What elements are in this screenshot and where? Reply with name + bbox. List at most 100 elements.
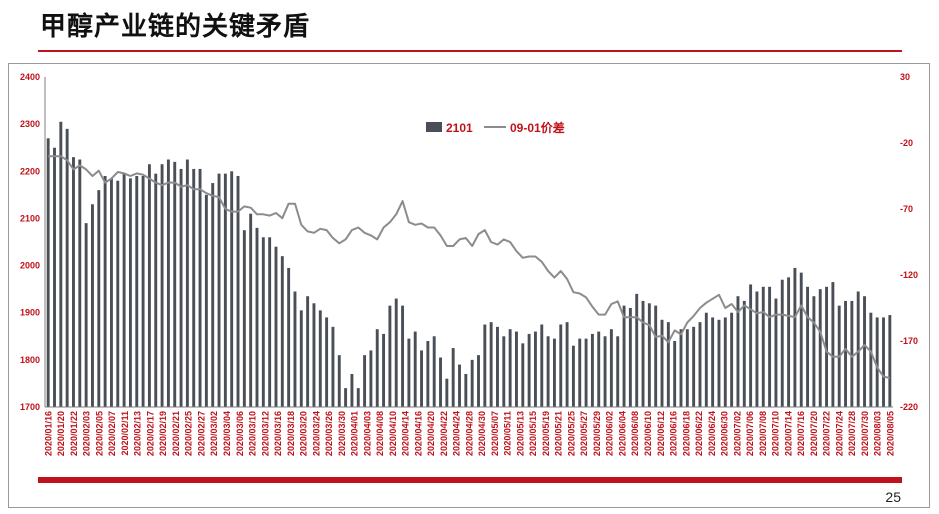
- bar-2101: [628, 308, 632, 407]
- legend-swatch-2101: [426, 122, 442, 132]
- bar-2101: [160, 164, 164, 407]
- x-tick-label: 2020/04/24: [452, 411, 462, 456]
- bar-2101: [388, 305, 392, 407]
- x-tick-label: 2020/03/10: [247, 411, 257, 456]
- y-left-tick-label: 2000: [20, 261, 40, 271]
- bar-2101: [141, 176, 145, 407]
- y-right-ticks: -220 -170 -120 -70 -20 30: [900, 72, 918, 412]
- bar-2101: [426, 341, 430, 407]
- bar-2101: [147, 164, 151, 407]
- bar-2101: [831, 282, 835, 407]
- x-tick-label: 2020/06/24: [707, 411, 717, 456]
- bar-2101: [128, 178, 132, 407]
- x-tick-label: 2020/06/10: [643, 411, 653, 456]
- x-tick-label: 2020/05/29: [592, 411, 602, 456]
- bar-2101: [521, 343, 525, 407]
- bar-2101: [806, 286, 810, 407]
- x-tick-label: 2020/07/16: [796, 411, 806, 456]
- bottom-accent-bar: [38, 477, 902, 483]
- x-tick-label: 2020/02/19: [158, 411, 168, 456]
- bar-2101: [236, 176, 240, 407]
- x-tick-label: 2020/04/16: [413, 411, 423, 456]
- bar-2101: [198, 168, 202, 407]
- bar-2101: [736, 296, 740, 407]
- bar-2101: [65, 128, 69, 408]
- x-tick-label: 2020/04/28: [464, 411, 474, 456]
- x-tick-label: 2020/06/30: [720, 411, 730, 456]
- bar-2101: [97, 190, 101, 407]
- bar-2101: [363, 355, 367, 407]
- bar-2101: [616, 336, 620, 407]
- x-tick-label: 2020/04/14: [401, 411, 411, 456]
- bar-2101: [571, 345, 575, 407]
- legend-label-spread: 09-01价差: [510, 120, 565, 135]
- bar-2101: [179, 168, 183, 407]
- x-tick-label: 2020/06/08: [630, 411, 640, 456]
- bar-2101: [717, 319, 721, 407]
- bar-2101: [325, 317, 329, 407]
- y-left-tick-label: 2200: [20, 166, 40, 176]
- bar-2101: [451, 348, 455, 407]
- x-tick-label: 2020/01/22: [69, 411, 79, 456]
- x-tick-label: 2020/07/20: [809, 411, 819, 456]
- x-tick-label: 2020/04/03: [362, 411, 372, 456]
- y-left-tick-label: 2300: [20, 119, 40, 129]
- bar-2101: [597, 331, 601, 407]
- bar-2101: [483, 324, 487, 407]
- bar-2101: [856, 291, 860, 407]
- bar-2101: [445, 378, 449, 407]
- bar-2101: [749, 284, 753, 407]
- bar-2101: [869, 312, 873, 407]
- bar-2101: [46, 138, 50, 408]
- x-tick-label: 2020/08/03: [873, 411, 883, 456]
- bar-2101: [78, 159, 82, 407]
- bar-2101: [698, 322, 702, 407]
- bar-2101: [382, 333, 386, 407]
- bar-2101: [287, 267, 291, 407]
- bar-2101: [420, 350, 423, 407]
- axes: [44, 77, 893, 408]
- x-tick-label: 2020/03/12: [260, 411, 270, 456]
- x-tick-label: 2020/05/21: [554, 411, 564, 456]
- bar-2101: [673, 341, 677, 407]
- chart-frame: [8, 63, 930, 508]
- bar-2101: [103, 176, 107, 407]
- bar-2101: [609, 329, 613, 407]
- bar-2101: [565, 322, 569, 407]
- x-tick-label: 2020/07/10: [771, 411, 781, 456]
- y-left-ticks: 1700 1800 1900 2000 2100 2200 2300 2400: [20, 72, 40, 412]
- slide-title: 甲醇产业链的关键矛盾: [40, 12, 311, 42]
- x-tick-label: 2020/02/21: [171, 411, 181, 456]
- x-tick-label: 2020/05/15: [528, 411, 538, 456]
- bar-2101: [154, 173, 158, 407]
- x-tick-label: 2020/02/05: [94, 411, 104, 456]
- x-tick-label: 2020/05/19: [541, 411, 551, 456]
- bar-2101: [863, 296, 866, 407]
- y-left-tick-label: 1900: [20, 308, 40, 318]
- bar-2101: [280, 256, 284, 407]
- bar-2101: [53, 147, 56, 407]
- bar-2101: [666, 322, 670, 407]
- x-tick-label: 2020/08/05: [885, 411, 895, 456]
- bar-2101: [692, 326, 696, 407]
- bar-2101: [401, 305, 405, 407]
- bar-2101: [274, 246, 278, 407]
- bar-2101: [458, 364, 461, 407]
- x-tick-label: 2020/06/12: [656, 411, 666, 456]
- bar-2101: [578, 338, 582, 407]
- bar-2101: [533, 331, 537, 407]
- bar-2101: [685, 329, 689, 407]
- y-right-tick-label: -220: [900, 402, 918, 412]
- bar-2101: [91, 204, 94, 407]
- bar-2101: [654, 305, 658, 407]
- bar-2101: [356, 388, 360, 407]
- bar-2101: [711, 317, 715, 407]
- x-tick-label: 2020/03/20: [299, 411, 309, 456]
- bar-2101: [268, 237, 272, 407]
- x-tick-label: 2020/02/27: [196, 411, 206, 456]
- x-tick-label: 2020/07/28: [847, 411, 857, 456]
- x-tick-label: 2020/07/24: [834, 411, 844, 456]
- bar-2101: [508, 329, 512, 407]
- y-right-tick-label: -20: [900, 138, 913, 148]
- x-tick-label: 2020/04/10: [388, 411, 398, 456]
